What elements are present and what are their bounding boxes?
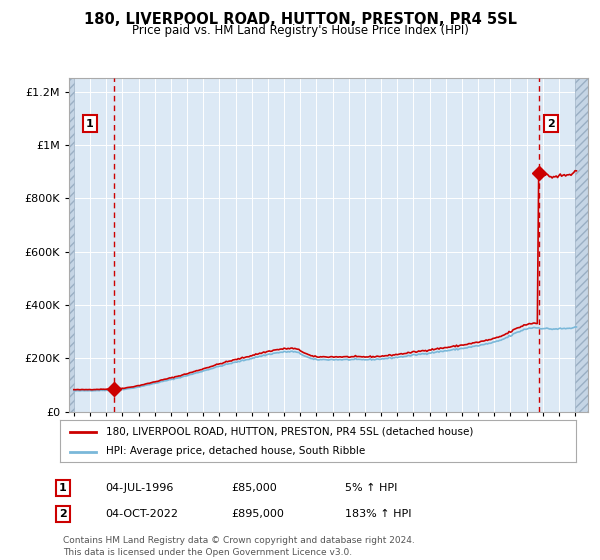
Text: £895,000: £895,000 <box>231 509 284 519</box>
Text: 5% ↑ HPI: 5% ↑ HPI <box>345 483 397 493</box>
Text: 04-JUL-1996: 04-JUL-1996 <box>105 483 173 493</box>
Text: 2: 2 <box>59 509 67 519</box>
Text: 180, LIVERPOOL ROAD, HUTTON, PRESTON, PR4 5SL: 180, LIVERPOOL ROAD, HUTTON, PRESTON, PR… <box>83 12 517 27</box>
Text: HPI: Average price, detached house, South Ribble: HPI: Average price, detached house, Sout… <box>106 446 365 456</box>
Bar <box>69 78 74 412</box>
Text: 183% ↑ HPI: 183% ↑ HPI <box>345 509 412 519</box>
Text: 1: 1 <box>59 483 67 493</box>
Text: 04-OCT-2022: 04-OCT-2022 <box>105 509 178 519</box>
Text: £85,000: £85,000 <box>231 483 277 493</box>
Text: Price paid vs. HM Land Registry's House Price Index (HPI): Price paid vs. HM Land Registry's House … <box>131 24 469 37</box>
Text: 1: 1 <box>86 119 94 129</box>
Bar <box>575 78 588 412</box>
Text: 2: 2 <box>547 119 554 129</box>
Text: Contains HM Land Registry data © Crown copyright and database right 2024.
This d: Contains HM Land Registry data © Crown c… <box>63 536 415 557</box>
Text: 180, LIVERPOOL ROAD, HUTTON, PRESTON, PR4 5SL (detached house): 180, LIVERPOOL ROAD, HUTTON, PRESTON, PR… <box>106 427 474 437</box>
